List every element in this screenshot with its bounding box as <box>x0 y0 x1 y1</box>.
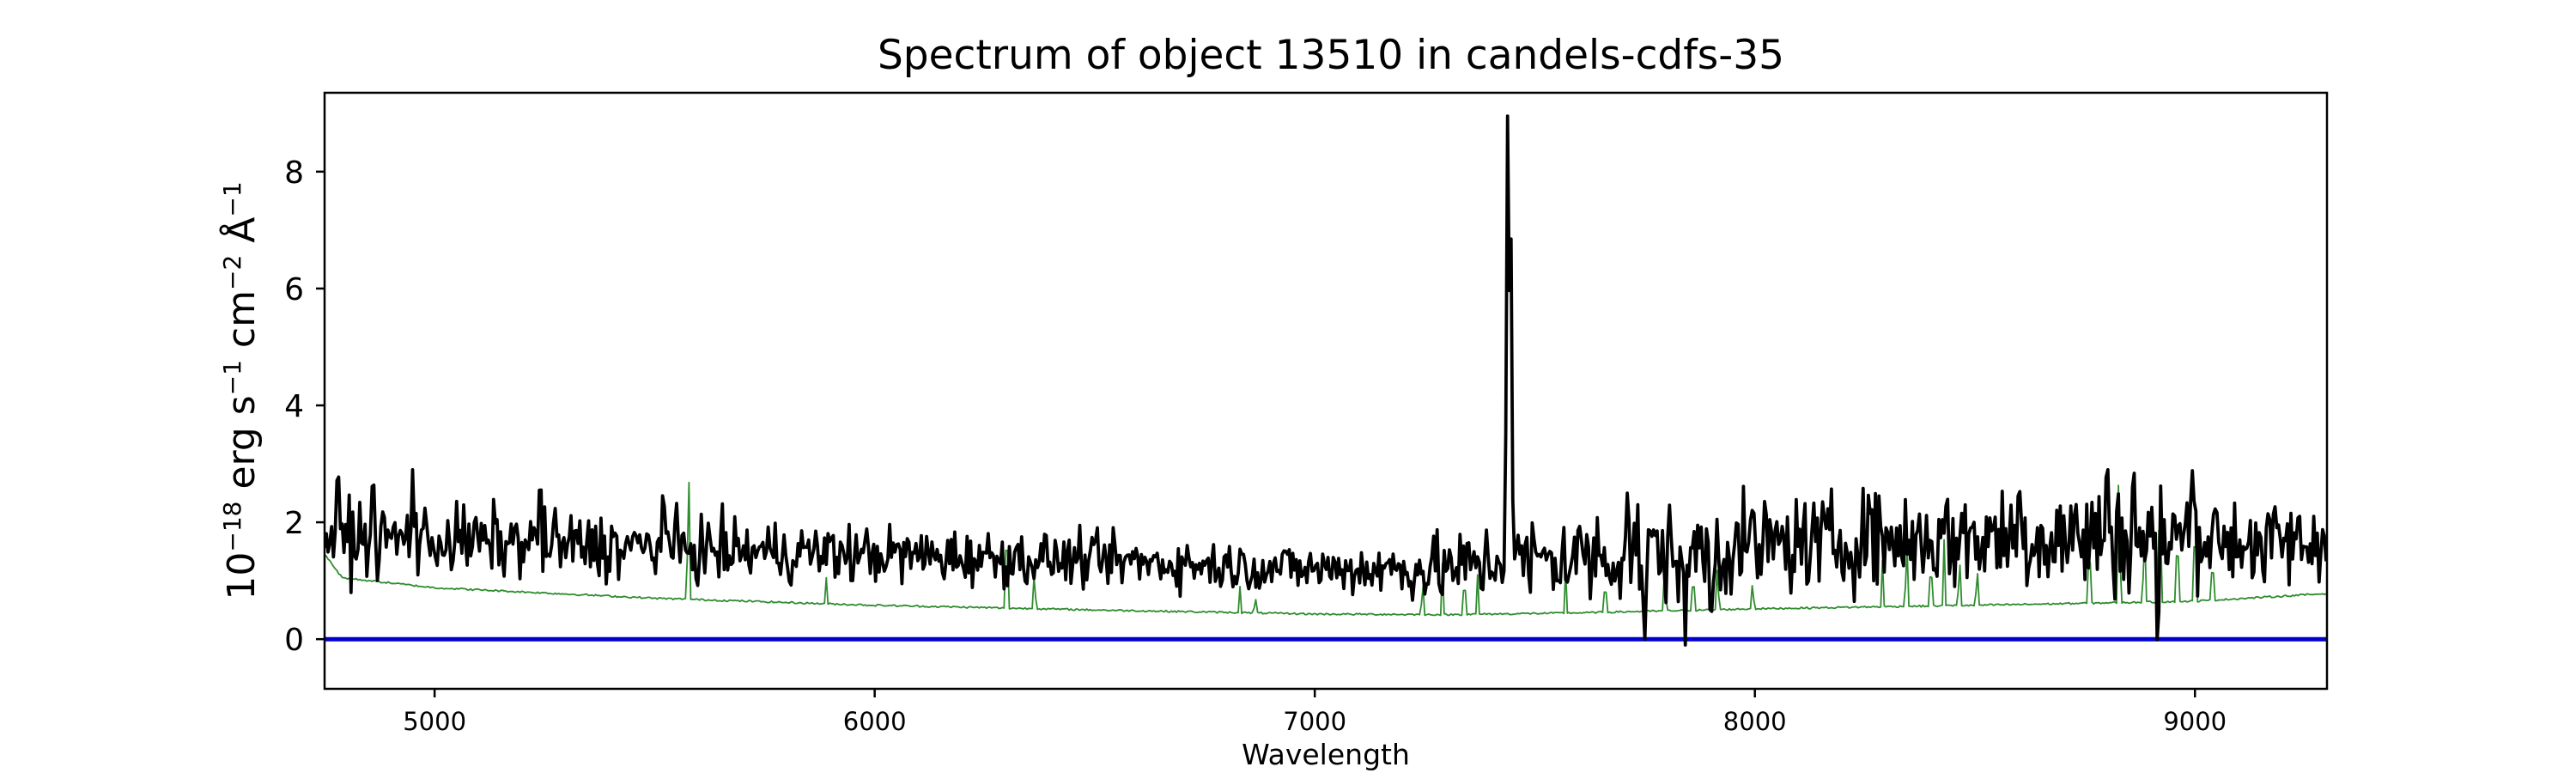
x-tick-label: 6000 <box>843 707 907 736</box>
axes-frame <box>323 91 2329 691</box>
y-label-exp-2: −1 <box>218 360 246 395</box>
x-axis-ticks: 5000 6000 7000 8000 9000 <box>403 689 2227 736</box>
plot-series <box>325 114 2327 647</box>
x-axis-label: Wavelength <box>1242 738 1410 771</box>
y-label-exp-3: −2 <box>218 255 246 290</box>
x-tick-label: 9000 <box>2163 707 2227 736</box>
chart-title: Spectrum of object 13510 in candels-cdfs… <box>878 32 1784 79</box>
y-tick-label: 8 <box>284 155 304 191</box>
x-tick-label: 8000 <box>1723 707 1787 736</box>
y-label-base: 10 <box>220 552 264 600</box>
y-label-part-1: erg s <box>220 395 264 501</box>
y-tick-label: 4 <box>284 389 304 424</box>
y-label-part-3: Å <box>218 217 264 255</box>
x-tick-label: 7000 <box>1283 707 1346 736</box>
plot-area <box>325 114 2327 647</box>
y-tick-label: 0 <box>284 623 304 658</box>
y-axis-ticks: 0 2 4 6 8 <box>284 155 325 658</box>
y-label-exp-1: −18 <box>218 502 246 552</box>
y-label-part-2: cm <box>220 290 264 360</box>
y-tick-label: 2 <box>284 506 304 541</box>
y-tick-label: 6 <box>284 272 304 307</box>
x-tick-label: 5000 <box>403 707 466 736</box>
y-axis-label: 10−18 erg s−1 cm−2 Å−1 <box>218 181 264 600</box>
series-observed-flux <box>325 114 2327 647</box>
y-label-exp-4: −1 <box>218 181 246 216</box>
series-sky-error <box>325 481 2327 617</box>
